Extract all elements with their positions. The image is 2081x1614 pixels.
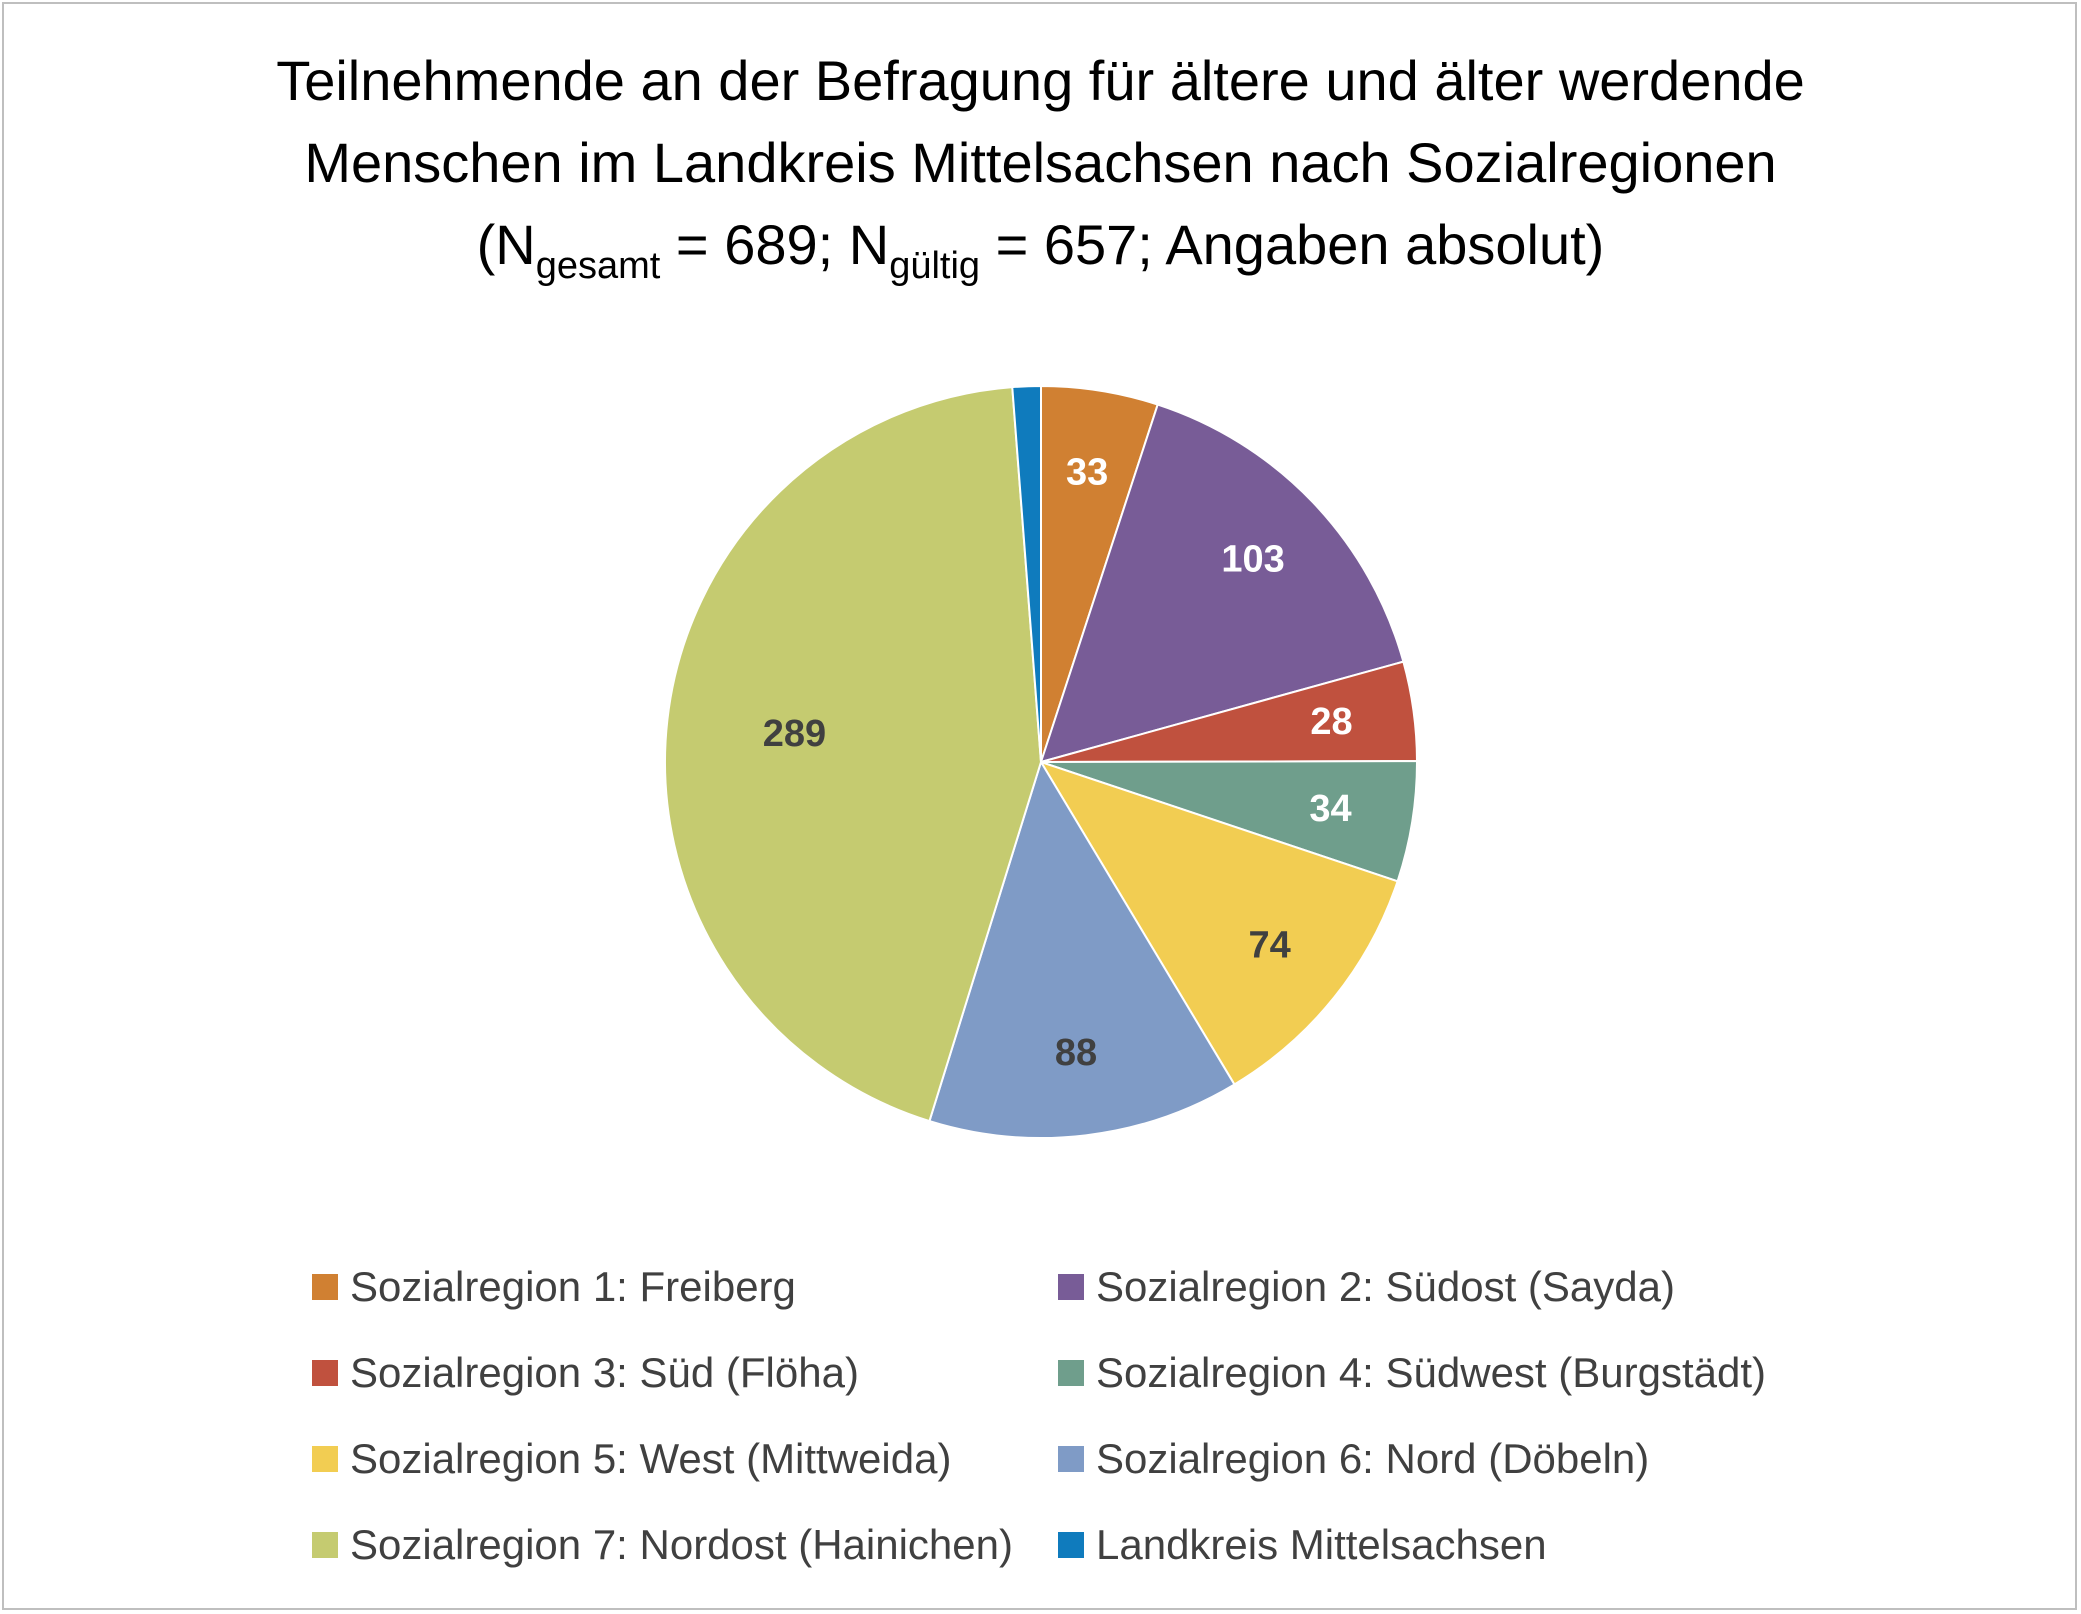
legend-label: Sozialregion 4: Südwest (Burgstädt) [1096,1349,1767,1396]
pie-data-label-4: 34 [1309,788,1351,830]
title-eq-gesamt: = 689; N [660,213,890,276]
legend-label: Sozialregion 5: West (Mittweida) [350,1435,952,1482]
legend-swatch [312,1360,338,1386]
legend-swatch [1058,1360,1084,1386]
title-line-2: Menschen im Landkreis Mittelsachsen nach… [304,131,1777,194]
legend-item-1: Sozialregion 1: Freiberg [312,1262,796,1312]
pie-data-label-6: 88 [1055,1032,1097,1074]
pie-slice-8 [1011,384,1042,763]
legend-label: Landkreis Mittelsachsen [1096,1521,1547,1568]
pie-data-label-7: 289 [763,713,826,755]
legend-swatch [312,1274,338,1300]
legend-item-3: Sozialregion 3: Süd (Flöha) [312,1348,859,1398]
title-eq-gueltig: = 657; Angaben absolut) [980,213,1605,276]
legend-label: Sozialregion 6: Nord (Döbeln) [1096,1435,1650,1482]
legend-swatch [1058,1274,1084,1300]
pie-data-label-3: 28 [1310,701,1352,743]
pie-data-label-5: 74 [1249,925,1291,967]
legend-label: Sozialregion 2: Südost (Sayda) [1096,1263,1675,1310]
legend-item-7: Sozialregion 7: Nordost (Hainichen) [312,1520,1013,1570]
legend-item-2: Sozialregion 2: Südost (Sayda) [1058,1262,1675,1312]
legend-item-8: Landkreis Mittelsachsen [1058,1520,1547,1570]
legend-item-4: Sozialregion 4: Südwest (Burgstädt) [1058,1348,1766,1398]
title-sub-gueltig: gültig [889,245,981,287]
title-line-3: (Ngesamt = 689; Ngültig = 657; Angaben a… [0,204,2081,286]
pie-data-label-1: 33 [1066,451,1108,493]
legend-swatch [312,1532,338,1558]
legend-label: Sozialregion 7: Nordost (Hainichen) [350,1521,1013,1568]
legend-swatch [312,1446,338,1472]
pie-slice-7 [664,386,1043,1123]
legend-label: Sozialregion 1: Freiberg [350,1263,796,1310]
legend-item-6: Sozialregion 6: Nord (Döbeln) [1058,1434,1649,1484]
legend-item-5: Sozialregion 5: West (Mittweida) [312,1434,951,1484]
pie-slice-2 [1039,403,1405,764]
legend-label: Sozialregion 3: Süd (Flöha) [350,1349,859,1396]
pie-slice-5 [1038,760,1399,1086]
title-sub-gesamt: gesamt [535,245,661,287]
legend-swatch [1058,1446,1084,1472]
title-line-1: Teilnehmende an der Befragung für ältere… [276,49,1805,112]
pie-data-label-2: 103 [1221,538,1284,580]
title-n-open: (N [476,213,536,276]
pie-slice-6 [928,759,1236,1139]
chart-title: Teilnehmende an der Befragung für ältere… [0,40,2081,286]
legend-swatch [1058,1532,1084,1558]
